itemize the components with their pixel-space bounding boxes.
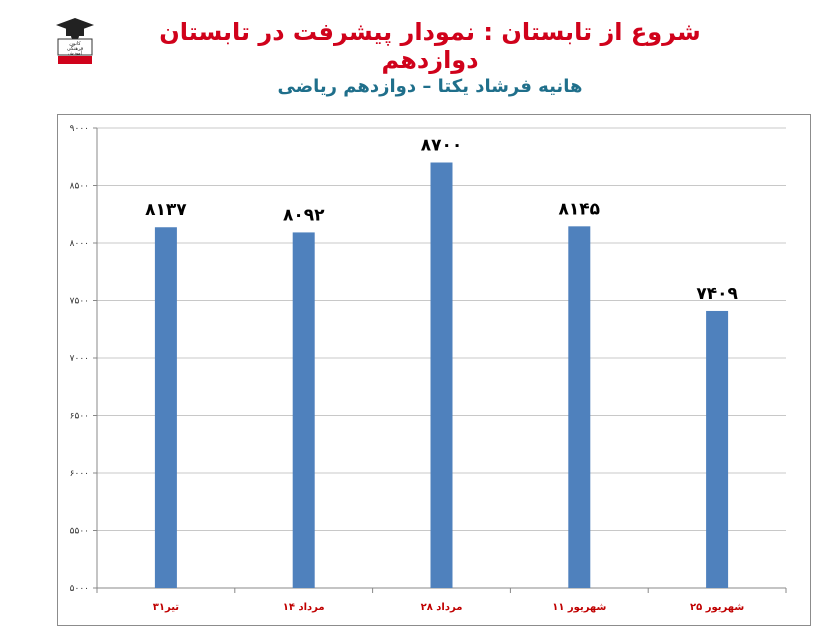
x-category-label: ۱۱ شهریور	[552, 602, 606, 613]
x-category-label: ۱۴ مرداد	[283, 602, 325, 613]
chart-subtitle: هانیه فرشاد یکتا – دوازدهم ریاضی	[277, 76, 583, 97]
x-category-label: ۲۸ مرداد	[421, 602, 463, 613]
bar	[292, 232, 315, 589]
bar	[154, 227, 177, 588]
svg-text:فرهنگی: فرهنگی	[67, 45, 84, 52]
bar	[706, 310, 729, 588]
bar	[568, 226, 591, 588]
y-tick-label: ۶۰۰۰	[70, 469, 89, 479]
y-tick-label: ۵۵۰۰	[70, 527, 89, 537]
y-tick-label: ۸۰۰۰	[70, 239, 89, 249]
chart-title: شروع از تابستان : نمودار پیشرفت در تابست…	[159, 18, 701, 74]
y-tick-label: ۵۰۰۰	[70, 584, 89, 594]
x-category-label: ۳۱تیر	[153, 602, 180, 613]
y-tick-label: ۷۰۰۰	[70, 354, 89, 364]
svg-text:کانون: کانون	[69, 41, 81, 47]
y-tick-label: ۷۵۰۰	[70, 297, 89, 307]
data-label: ۸۰۹۲	[283, 205, 325, 225]
data-label: ۸۷۰۰	[421, 136, 463, 156]
data-label: ۸۱۳۷	[145, 200, 187, 220]
brand-logo: کانون فرهنگی آموزش	[52, 16, 98, 66]
svg-text:آموزش: آموزش	[68, 51, 82, 57]
data-label: ۸۱۴۵	[559, 199, 601, 219]
y-tick-label: ۹۰۰۰	[70, 124, 89, 134]
bar	[430, 162, 453, 588]
x-category-label: ۲۵ شهریور	[690, 602, 744, 613]
y-tick-label: ۶۵۰۰	[70, 412, 89, 422]
y-tick-label: ۸۵۰۰	[70, 182, 89, 192]
data-label: ۷۴۰۹	[696, 284, 738, 304]
